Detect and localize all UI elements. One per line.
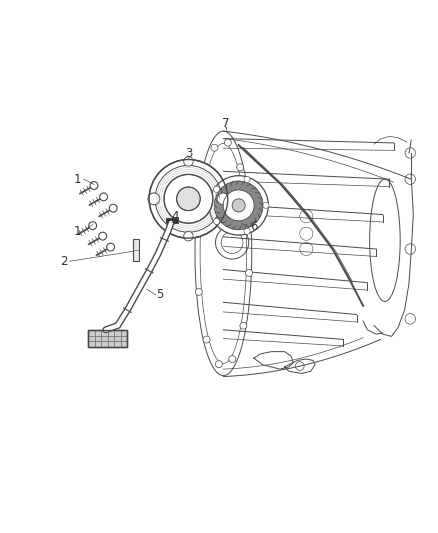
Circle shape <box>148 193 160 205</box>
Circle shape <box>184 231 193 241</box>
Circle shape <box>237 164 244 171</box>
Text: 6: 6 <box>250 220 258 233</box>
Text: 2: 2 <box>60 255 68 268</box>
Circle shape <box>99 232 106 240</box>
Circle shape <box>244 212 251 219</box>
Text: 1: 1 <box>73 225 81 238</box>
Circle shape <box>177 187 200 211</box>
Circle shape <box>209 176 268 235</box>
Circle shape <box>213 186 219 192</box>
Circle shape <box>203 336 210 343</box>
Circle shape <box>106 243 114 251</box>
Circle shape <box>215 361 223 368</box>
Circle shape <box>200 177 207 184</box>
Circle shape <box>89 222 97 230</box>
Circle shape <box>232 199 245 212</box>
Circle shape <box>194 230 201 237</box>
Circle shape <box>109 204 117 212</box>
Text: 1: 1 <box>73 173 81 185</box>
Circle shape <box>240 322 247 329</box>
Circle shape <box>164 174 213 223</box>
Circle shape <box>100 193 107 201</box>
Text: 5: 5 <box>156 288 164 301</box>
Circle shape <box>217 193 229 205</box>
Circle shape <box>246 270 253 277</box>
Circle shape <box>213 219 219 224</box>
Circle shape <box>149 159 228 238</box>
Text: 7: 7 <box>222 117 230 130</box>
Circle shape <box>244 176 250 182</box>
Circle shape <box>244 228 250 235</box>
Text: 3: 3 <box>185 147 192 160</box>
Circle shape <box>184 157 193 166</box>
Circle shape <box>195 288 202 295</box>
Circle shape <box>90 182 98 189</box>
FancyBboxPatch shape <box>152 187 225 211</box>
Circle shape <box>224 139 231 146</box>
Circle shape <box>223 190 254 221</box>
FancyBboxPatch shape <box>166 219 178 223</box>
Circle shape <box>214 181 263 230</box>
FancyBboxPatch shape <box>88 330 127 348</box>
Circle shape <box>229 356 236 362</box>
Text: 4: 4 <box>172 210 179 223</box>
Circle shape <box>263 203 269 208</box>
Circle shape <box>211 144 218 151</box>
FancyBboxPatch shape <box>134 239 139 261</box>
